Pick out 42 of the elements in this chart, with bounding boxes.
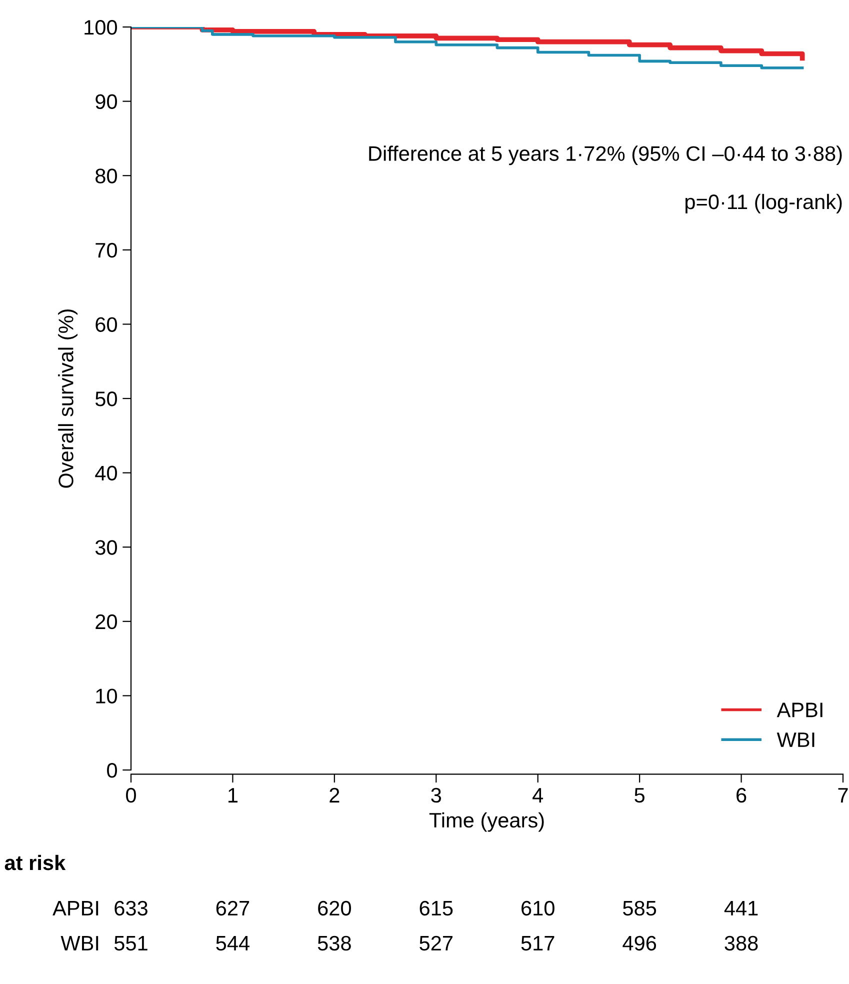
y-tick-label: 0 bbox=[107, 763, 117, 778]
text: 585 bbox=[623, 900, 656, 916]
text: 441 bbox=[724, 901, 758, 916]
annotation: p=0·11 (log-rank) bbox=[686, 194, 842, 214]
x-tick-label: 7 bbox=[838, 788, 848, 802]
y-tick-label: 30 bbox=[95, 540, 117, 555]
x-tick-label: 6 bbox=[736, 788, 746, 803]
legend-label: WBI bbox=[776, 732, 814, 747]
text: 527 bbox=[420, 936, 452, 951]
text: APBI bbox=[52, 901, 98, 916]
annotation: Difference at 5 years 1·72% (95% CI –0·44 to 3·88) bbox=[369, 146, 842, 166]
y-tick-label: 80 bbox=[96, 168, 117, 184]
text: at risk bbox=[4, 854, 66, 870]
x-tick-label: 4 bbox=[532, 788, 544, 802]
x-tick-label: 1 bbox=[228, 788, 238, 802]
x-tick-label: 3 bbox=[431, 788, 442, 803]
text: 627 bbox=[216, 900, 250, 916]
y-tick-label: 10 bbox=[96, 688, 117, 704]
text: WBI bbox=[60, 936, 98, 950]
x-tick-label: 0 bbox=[126, 788, 136, 803]
x-axis-title: Time (years) bbox=[429, 812, 544, 832]
y-tick-label: 100 bbox=[84, 20, 117, 35]
y-axis-title: Overall survival (%) bbox=[58, 310, 78, 488]
text: 615 bbox=[420, 900, 453, 916]
y-tick-label: 90 bbox=[96, 94, 117, 110]
x-tick-label: 2 bbox=[330, 788, 340, 802]
y-tick-label: 70 bbox=[96, 242, 117, 258]
text: 517 bbox=[521, 936, 554, 951]
legend-label: APBI bbox=[776, 702, 822, 718]
y-tick-label: 40 bbox=[95, 466, 117, 481]
text: 544 bbox=[216, 936, 250, 951]
text: 620 bbox=[318, 900, 351, 916]
y-tick-label: 50 bbox=[95, 392, 117, 406]
y-tick-label: 20 bbox=[96, 614, 117, 630]
text: 496 bbox=[622, 936, 656, 951]
y-tick-label: 60 bbox=[96, 317, 117, 332]
text: 538 bbox=[318, 936, 351, 951]
text: 388 bbox=[724, 936, 758, 951]
text: 633 bbox=[114, 900, 148, 916]
x-tick-label: 5 bbox=[634, 788, 644, 803]
text: 610 bbox=[522, 900, 554, 916]
text: 551 bbox=[114, 936, 148, 951]
